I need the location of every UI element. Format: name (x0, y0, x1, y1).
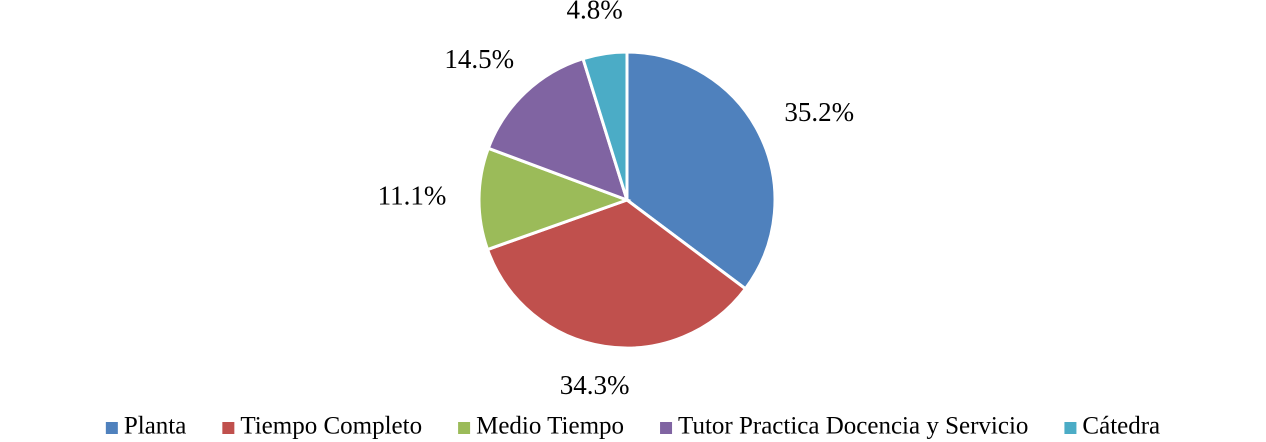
data-label: 14.5% (444, 44, 514, 74)
data-label: 4.8% (567, 0, 623, 24)
legend-label: Tutor Practica Docencia y Servicio (678, 413, 1028, 440)
legend-swatch (105, 422, 118, 434)
data-label: 34.3% (560, 370, 630, 400)
data-label: 35.2% (784, 97, 854, 127)
legend-swatch (1064, 422, 1077, 434)
pie-slice (477, 146, 632, 252)
pie-slice (486, 56, 630, 203)
data-label: 11.1% (378, 181, 447, 211)
pie-slice (581, 50, 629, 201)
legend-label: Planta (124, 413, 187, 440)
legend-swatch (660, 422, 673, 434)
pie-slice (625, 50, 777, 291)
legend-label: Medio Tiempo (476, 413, 624, 440)
pie-slice (485, 198, 748, 350)
legend-label: Cátedra (1082, 413, 1160, 440)
legend-label: Tiempo Completo (240, 413, 422, 440)
legend-swatch (458, 422, 471, 434)
legend-swatch (222, 422, 235, 434)
